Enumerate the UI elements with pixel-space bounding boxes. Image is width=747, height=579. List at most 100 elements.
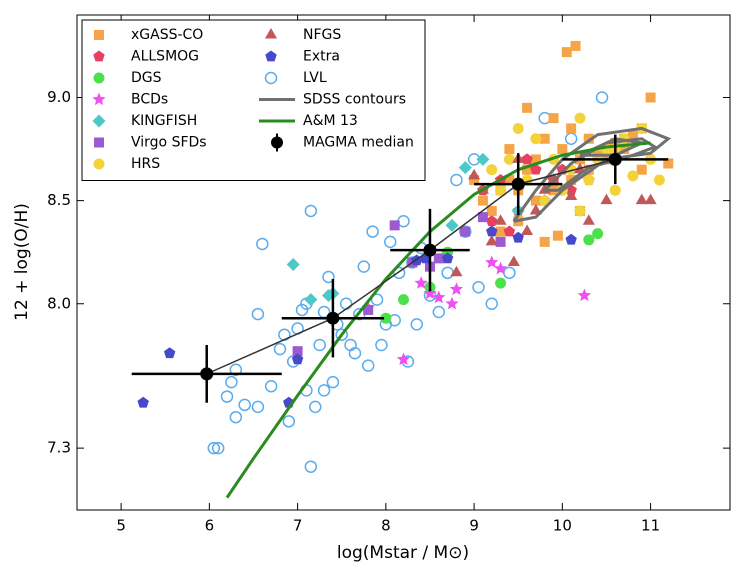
- legend-label: LVL: [303, 70, 327, 86]
- marker-open-circle: [256, 237, 269, 251]
- marker-open-circle: [251, 400, 265, 414]
- marker-pentagon: [512, 231, 524, 243]
- marker-pentagon: [163, 347, 176, 359]
- marker-square: [94, 137, 104, 148]
- marker-circle: [574, 205, 586, 217]
- marker-pentagon: [265, 50, 277, 62]
- marker-open-circle: [313, 338, 326, 352]
- x-tick-label: 6: [205, 517, 215, 535]
- marker-open-circle: [220, 390, 234, 403]
- marker-square: [433, 253, 444, 264]
- marker-open-circle: [370, 293, 384, 306]
- marker-open-circle: [357, 260, 371, 273]
- marker-open-circle: [229, 363, 243, 376]
- marker-pentagon: [486, 215, 498, 227]
- marker-triangle: [565, 189, 578, 200]
- marker-circle: [583, 234, 595, 246]
- legend-label: NFGS: [303, 27, 341, 43]
- marker-open-circle: [485, 297, 498, 310]
- marker-open-circle: [450, 173, 463, 187]
- marker-square: [583, 164, 594, 175]
- marker-square: [557, 144, 568, 155]
- marker-circle: [574, 112, 586, 124]
- marker-circle: [398, 294, 409, 306]
- legend-label: Extra: [303, 49, 340, 65]
- marker-square: [552, 230, 563, 241]
- marker-square: [583, 133, 594, 144]
- marker-triangle: [485, 234, 498, 246]
- marker-square: [363, 304, 374, 315]
- legend-label: MAGMA median: [303, 135, 414, 151]
- marker-circle: [93, 158, 105, 170]
- legend-box: [81, 19, 426, 181]
- marker-open-circle: [459, 225, 472, 238]
- marker-triangle: [450, 265, 463, 277]
- marker-square: [566, 123, 577, 134]
- marker-open-circle: [410, 318, 423, 331]
- marker-star: [396, 352, 411, 366]
- marker-triangle: [507, 255, 520, 266]
- marker-square: [539, 236, 550, 247]
- marker-square: [460, 226, 471, 237]
- marker-circle: [530, 133, 542, 145]
- marker-open-circle: [335, 328, 348, 341]
- median-point: [608, 152, 622, 166]
- marker-open-circle: [384, 235, 397, 249]
- legend-label: ALLSMOG: [131, 49, 199, 65]
- marker-star: [432, 290, 446, 304]
- marker-circle: [592, 228, 604, 240]
- marker-pentagon: [565, 233, 577, 245]
- marker-triangle: [547, 173, 560, 184]
- median-point: [423, 243, 437, 257]
- marker-square: [530, 195, 541, 206]
- y-tick-label: 7.3: [47, 439, 71, 457]
- y-axis-label: 12 + log(O/H): [12, 203, 32, 321]
- marker-star: [493, 261, 508, 275]
- marker-triangle: [529, 203, 542, 215]
- median-point: [200, 367, 214, 381]
- marker-square: [645, 92, 656, 103]
- marker-square: [627, 129, 638, 140]
- marker-square: [477, 212, 488, 223]
- marker-triangle: [264, 28, 278, 39]
- marker-square: [636, 164, 647, 175]
- legend-label: A&M 13: [303, 113, 358, 129]
- marker-square: [389, 220, 400, 231]
- marker-open-circle: [326, 375, 340, 389]
- marker-square: [469, 175, 480, 185]
- marker-circle: [503, 153, 515, 165]
- legend-point: [271, 136, 283, 149]
- marker-circle: [495, 184, 507, 196]
- marker-diamond: [286, 258, 300, 272]
- legend-label: BCDs: [131, 92, 168, 108]
- marker-square: [292, 346, 303, 357]
- marker-open-circle: [361, 359, 375, 372]
- marker-square: [522, 102, 533, 113]
- marker-square: [477, 195, 488, 206]
- legend-label: KINGFISH: [131, 113, 197, 129]
- marker-pentagon: [521, 153, 533, 165]
- marker-circle: [653, 174, 665, 186]
- median-point: [511, 177, 525, 191]
- marker-square: [486, 205, 497, 216]
- marker-open-circle: [432, 305, 446, 319]
- marks: [131, 40, 674, 499]
- marker-circle: [583, 174, 595, 186]
- marker-diamond: [458, 161, 472, 175]
- marker-square: [495, 236, 506, 247]
- marker-pentagon: [503, 225, 516, 237]
- marker-circle: [380, 312, 392, 324]
- marker-open-circle: [225, 375, 238, 389]
- x-tick-label: 7: [293, 517, 303, 535]
- marker-open-circle: [375, 338, 388, 352]
- marker-open-circle: [273, 342, 287, 356]
- legend-label: xGASS-CO: [131, 27, 203, 43]
- marker-square: [495, 226, 506, 237]
- x-tick-label: 5: [116, 517, 126, 535]
- marker-triangle: [635, 193, 648, 205]
- y-tick-label: 9.0: [47, 88, 71, 106]
- legend: xGASS-CO ALLSMOG DGS BCDs KINGFISH Virgo SFDs…: [81, 19, 426, 181]
- marker-pentagon: [441, 252, 454, 264]
- marker-triangle: [468, 168, 481, 180]
